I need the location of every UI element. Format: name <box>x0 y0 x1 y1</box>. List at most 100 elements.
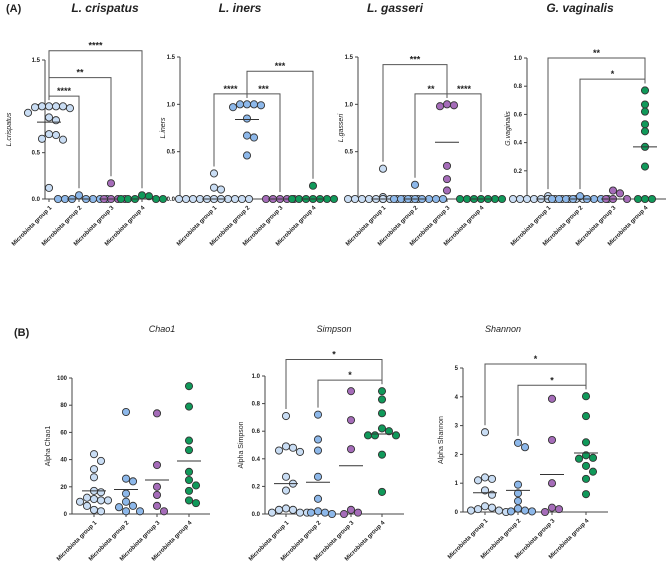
data-point <box>106 179 116 188</box>
data-point <box>378 164 388 173</box>
data-point <box>128 501 138 510</box>
y-tick-label: 0.0 <box>167 197 176 203</box>
data-point <box>184 467 194 476</box>
significance-label: ** <box>427 84 435 94</box>
y-tick-label: 0.2 <box>252 484 261 490</box>
data-point <box>184 436 194 445</box>
y-tick-label: 0.5 <box>345 150 354 156</box>
data-point <box>473 505 483 514</box>
data-point <box>89 450 99 459</box>
data-point <box>288 505 298 514</box>
data-point <box>513 504 523 513</box>
data-point <box>547 503 557 512</box>
significance-bracket <box>382 64 448 162</box>
data-point <box>58 102 68 111</box>
data-point <box>313 472 323 481</box>
y-tick-label: 0.5 <box>32 151 41 157</box>
data-point <box>96 456 106 466</box>
data-point <box>480 428 490 437</box>
chart-title: Chao1 <box>149 324 176 334</box>
significance-bracket <box>579 78 646 190</box>
data-point <box>377 387 387 396</box>
data-point <box>497 194 507 204</box>
data-point <box>640 107 650 116</box>
y-tick-label: 3 <box>455 424 459 430</box>
data-point <box>51 131 61 140</box>
data-point <box>377 450 387 459</box>
significance-label: **** <box>57 86 72 96</box>
y-tick-label: 2 <box>455 452 459 458</box>
chart-panel: L. crispatus0.00.51.01.5L.crispatusMicro… <box>6 1 168 248</box>
data-point <box>608 186 618 195</box>
data-point <box>242 100 252 109</box>
data-point <box>431 194 441 204</box>
data-point <box>466 506 476 515</box>
data-point <box>377 424 387 433</box>
data-point <box>389 194 399 204</box>
data-point <box>184 496 194 505</box>
data-point <box>449 101 459 110</box>
y-tick-label: 1.5 <box>345 55 354 61</box>
data-point <box>513 497 523 506</box>
y-tick-label: 0.4 <box>252 457 261 463</box>
y-axis-label: Alpha Simpson <box>238 421 245 468</box>
data-point <box>487 503 497 512</box>
y-tick-label: 0 <box>64 512 68 518</box>
significance-bracket <box>547 57 646 190</box>
data-point <box>343 194 353 204</box>
data-point <box>581 461 591 470</box>
significance-label: **** <box>223 84 238 94</box>
data-point <box>547 479 557 488</box>
significance-bracket <box>48 50 143 189</box>
significance-bracket <box>517 384 587 436</box>
significance-bracket <box>48 77 112 177</box>
significance-label: **** <box>88 41 103 51</box>
data-point <box>487 490 497 499</box>
data-point <box>346 416 356 425</box>
data-point <box>152 490 162 500</box>
data-point <box>520 443 530 452</box>
data-point <box>346 445 356 454</box>
data-point <box>37 134 47 143</box>
significance-label: * <box>332 349 336 359</box>
data-point <box>152 460 162 470</box>
data-point <box>508 194 518 204</box>
data-point <box>339 509 349 519</box>
data-point <box>44 130 54 139</box>
data-point <box>137 191 147 200</box>
data-point <box>313 435 323 444</box>
data-point <box>377 395 387 404</box>
chart-title: Shannon <box>485 324 521 334</box>
data-point <box>554 194 564 204</box>
data-point <box>513 489 523 498</box>
significance-bracket <box>246 70 314 179</box>
data-point <box>480 502 490 511</box>
data-point <box>575 192 585 201</box>
y-tick-label: 80 <box>60 403 67 409</box>
data-point <box>216 185 226 194</box>
data-point <box>527 507 537 516</box>
data-point <box>53 194 63 204</box>
data-point <box>515 194 525 204</box>
data-point <box>581 412 591 421</box>
data-point <box>44 102 54 111</box>
data-point <box>513 480 523 489</box>
data-point <box>442 161 452 170</box>
data-point <box>547 394 557 403</box>
data-point <box>438 194 448 204</box>
data-point <box>520 506 530 515</box>
chart-title: L. crispatus <box>71 1 139 15</box>
significance-bracket <box>484 363 587 426</box>
data-point <box>184 402 194 411</box>
data-point <box>65 104 75 113</box>
data-point <box>377 409 387 418</box>
y-tick-label: 5 <box>455 366 459 372</box>
data-point <box>249 100 259 109</box>
y-axis-label: Alpha Shannon <box>438 416 445 464</box>
y-tick-label: 0.2 <box>514 169 523 175</box>
significance-label: ** <box>76 68 84 78</box>
data-point <box>480 473 490 482</box>
y-tick-label: 1.5 <box>167 55 176 61</box>
data-point <box>96 488 106 497</box>
